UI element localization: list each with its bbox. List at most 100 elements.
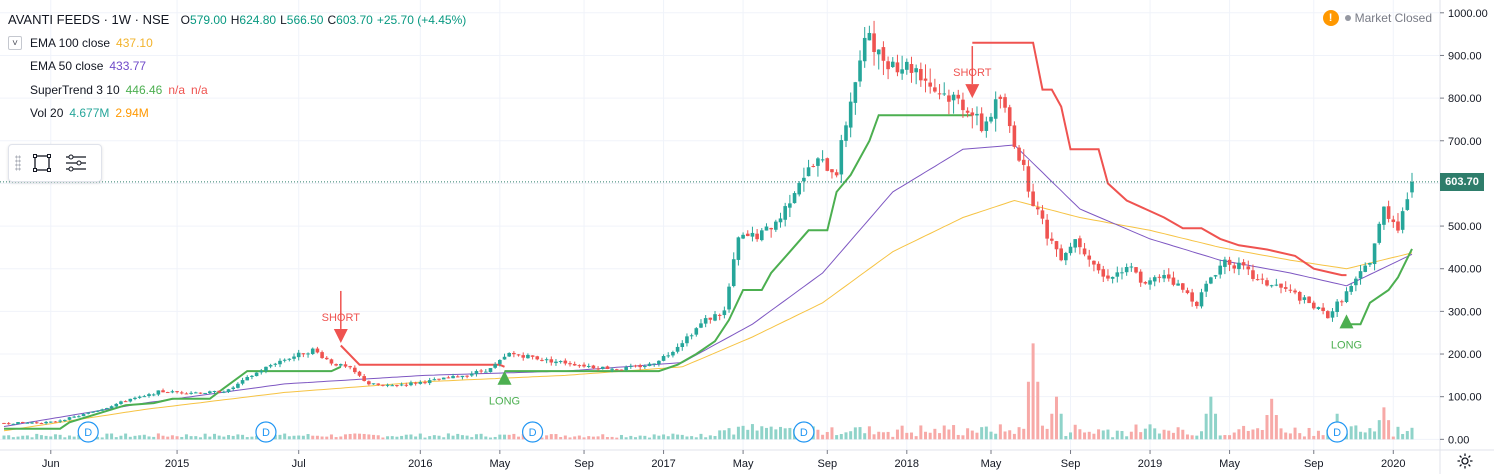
indicator-row[interactable]: Vol 20 4.677M 2.94M [8,102,466,126]
candle-body [212,390,217,392]
short-signal-label: SHORT [953,67,992,79]
candle-body [1195,301,1199,307]
supertrend-down-line [972,41,1347,277]
ohlc-value: 624.80 [239,13,277,27]
candle-body [703,318,708,324]
candle-body [128,398,133,402]
candle-body [315,348,320,353]
market-status[interactable]: ! Market Closed [1322,10,1432,26]
candle-body [34,422,39,424]
dividend-label: D [1333,427,1341,439]
chart-legend: AVANTI FEEDS · 1W · NSE O579.00 H624.80 L5… [8,8,466,126]
candle-body [441,377,446,380]
candle-body [30,422,34,424]
candle-body [582,364,586,367]
volume-bar [386,436,390,440]
volume-bar [1298,433,1302,440]
candle-body [1087,255,1092,260]
candle-body [105,408,109,410]
indicator-row[interactable]: ˅ EMA 100 close 437.10 [8,32,466,56]
volume-bar [998,424,1002,440]
volume-bar [1382,407,1386,440]
candle-body [423,382,427,384]
volume-bar [1195,435,1199,440]
volume-bar [348,433,352,440]
candle-body [643,366,647,368]
candle-body [1386,206,1391,219]
candle-body [114,403,119,407]
volume-bar [67,435,71,440]
candle-body [1040,210,1045,219]
volume-bar [853,427,857,440]
volume-bar [339,436,343,440]
dividend-marker-icon[interactable] [793,421,815,443]
drag-handle[interactable] [15,155,21,171]
ohlc-label: H [230,13,240,27]
object-tree-icon[interactable] [63,150,89,176]
candle-body [1297,291,1302,301]
candle-body [727,286,731,310]
candle-body [1157,276,1162,278]
price-axis-label: 900.00 [1448,50,1482,62]
volume-bar [741,425,745,440]
indicator-list: ˅ EMA 100 close 437.10 EMA 50 close 433.77 Su… [8,32,466,126]
indicator-row[interactable]: EMA 50 close 433.77 [8,55,466,79]
candle-body [816,158,820,166]
settings-gear-icon[interactable] [1456,452,1474,470]
collapse-chevron-icon[interactable]: ˅ [8,36,22,51]
candle-body [81,414,86,417]
candle-body [399,384,404,386]
long-signal-label: LONG [1331,339,1362,351]
dividend-marker-icon[interactable] [521,421,544,443]
volume-bar [320,436,324,440]
warning-icon[interactable]: ! [1322,10,1339,26]
indicator-row[interactable]: SuperTrend 3 10 446.46 n/a n/a [8,79,466,103]
indicator-name: SuperTrend 3 10 [30,82,120,97]
candle-body [1316,307,1321,309]
volume-bar [573,436,577,440]
volume-bar [96,436,100,440]
volume-bar [1153,428,1157,440]
candle-body [834,172,839,176]
candle-body [872,33,876,52]
rectangle-select-icon[interactable] [29,150,55,176]
volume-bar [241,434,245,440]
volume-bar [152,436,156,440]
volume-bar [1106,429,1110,440]
volume-bar [306,434,310,440]
volume-bar [1391,436,1395,440]
volume-bar [432,435,436,440]
volume-bar [764,427,768,440]
candle-body [1269,285,1274,287]
dividend-marker-icon[interactable] [77,421,99,443]
candle-body [306,353,310,355]
volume-bar [1167,430,1171,440]
volume-bar [437,435,441,440]
candle-body [633,365,638,367]
volume-bar [343,434,347,440]
symbol-title[interactable]: AVANTI FEEDS · 1W · NSE [8,12,170,27]
indicator-name: Vol 20 [30,106,64,120]
volume-bar [966,428,970,440]
volume-bar [362,433,366,440]
dividend-marker-icon[interactable] [255,421,277,443]
volume-bar [1396,426,1400,440]
candle-body [1251,270,1255,279]
candle-body [413,382,418,384]
candle-body [984,121,989,131]
volume-bar [442,437,446,440]
candle-body [292,356,296,359]
dividend-marker-icon[interactable] [1326,421,1348,443]
candle-body [432,379,437,381]
candle-body [544,359,549,361]
volume-bar [1288,433,1292,440]
price-axis-label: 500.00 [1448,221,1482,233]
volume-bar [451,435,455,440]
candle-body [1330,311,1335,318]
short-signal-label: SHORT [322,312,361,324]
candle-body [895,62,900,73]
candle-body [1344,291,1349,302]
volume-bar [460,435,464,440]
volume-bar [914,436,918,440]
